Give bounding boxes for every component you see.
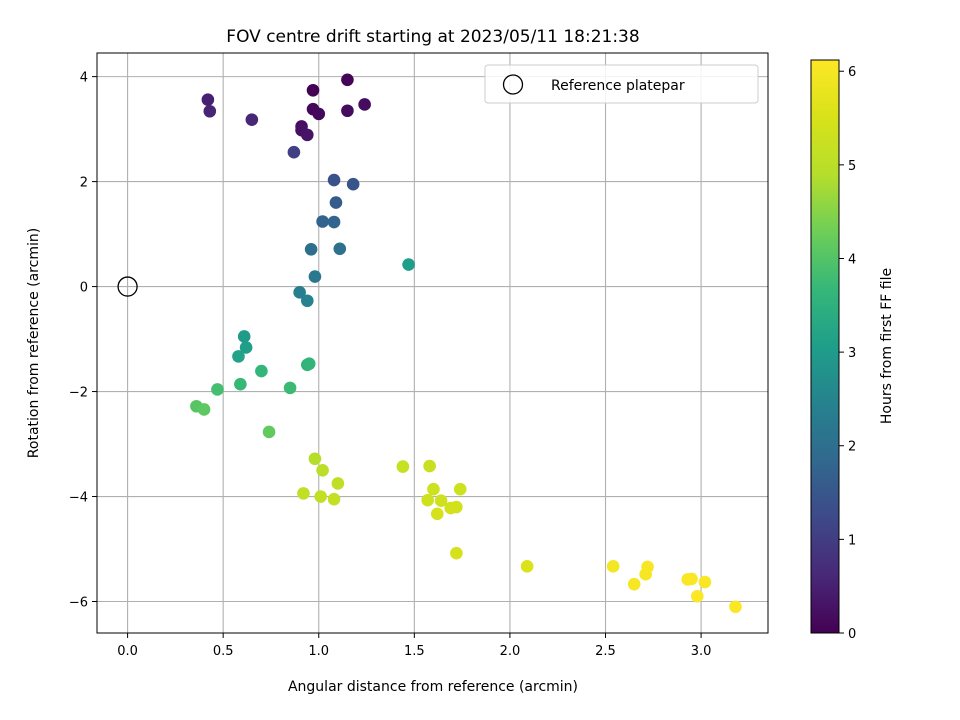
y-axis-ticks: −6 −4 −2 0 2 4 (69, 71, 97, 611)
colorbar-tick-label: 0 (848, 627, 856, 642)
data-point (421, 493, 435, 507)
reference-platepar-marker (117, 276, 138, 297)
data-point (423, 459, 436, 473)
data-point (520, 560, 534, 573)
data-point (237, 330, 251, 343)
data-point (402, 258, 415, 271)
x-tick-label: 3.0 (691, 644, 712, 659)
data-point (312, 107, 326, 121)
data-point (331, 477, 345, 490)
data-point (297, 487, 310, 500)
data-point (308, 452, 322, 466)
y-tick-label: −2 (69, 386, 88, 401)
y-tick-label: 0 (80, 281, 88, 296)
data-point (698, 575, 712, 589)
data-point (203, 104, 217, 118)
colorbar-tick-label: 6 (848, 65, 856, 80)
plot-frame (96, 52, 769, 634)
data-point (450, 500, 463, 514)
x-tick-label: 2.5 (595, 644, 616, 659)
data-point (606, 560, 620, 573)
x-tick-label: 1.0 (308, 644, 329, 659)
data-point (450, 546, 463, 560)
data-point (358, 98, 371, 111)
colorbar-gradient (810, 59, 840, 634)
colorbar-tick-label: 2 (848, 440, 856, 455)
data-point (690, 589, 704, 603)
legend-box (484, 64, 759, 104)
data-point (283, 381, 297, 395)
x-axis-label: Angular distance from reference (arcmin) (288, 679, 578, 695)
data-point (262, 425, 276, 439)
data-point (245, 113, 259, 126)
x-tick-label: 0.5 (213, 644, 234, 659)
data-point (232, 350, 245, 363)
x-tick-label: 2.0 (500, 644, 521, 659)
data-point (729, 600, 742, 614)
data-point (239, 341, 253, 354)
data-point (304, 243, 318, 256)
colorbar-tick-label: 5 (848, 159, 856, 174)
data-point (341, 104, 354, 118)
data-point (306, 83, 320, 97)
colorbar-label: Hours from first FF file (879, 268, 895, 424)
colorbar-tick-label: 4 (848, 252, 856, 267)
data-point (314, 490, 327, 503)
data-point (346, 177, 360, 191)
data-point (427, 482, 440, 496)
data-point (453, 482, 467, 496)
data-point (293, 286, 306, 299)
x-axis-ticks: 0.0 0.5 1.0 1.5 2.0 2.5 3.0 (117, 633, 711, 659)
data-point (627, 577, 641, 591)
data-point (430, 507, 444, 521)
y-axis-label: Rotation from reference (arcmin) (26, 228, 42, 458)
data-point (316, 215, 329, 228)
data-point (211, 383, 224, 396)
colorbar: 0 1 2 3 4 5 6 Hours from first FF file (810, 59, 895, 642)
data-points (190, 73, 742, 614)
data-point (641, 560, 654, 574)
data-point (302, 357, 316, 371)
data-point (434, 494, 448, 508)
data-point (329, 196, 343, 209)
data-point (300, 294, 314, 308)
y-tick-label: −6 (69, 596, 88, 611)
legend: Reference platepar (484, 64, 759, 104)
y-tick-label: 4 (80, 71, 88, 86)
data-point (333, 242, 347, 256)
y-tick-label: 2 (80, 176, 88, 191)
data-point (201, 93, 215, 107)
data-point (396, 460, 410, 473)
x-tick-label: 0.0 (117, 644, 138, 659)
data-point (255, 364, 268, 378)
data-point (685, 572, 698, 586)
legend-label: Reference platepar (551, 78, 685, 94)
data-point (197, 403, 211, 416)
data-point (327, 215, 341, 229)
colorbar-tick-label: 3 (848, 346, 856, 361)
data-point (234, 377, 247, 391)
x-tick-label: 1.5 (404, 644, 425, 659)
data-point (287, 145, 301, 159)
data-point (300, 128, 314, 142)
data-point (341, 73, 354, 87)
data-point (327, 173, 341, 187)
grid-lines (97, 53, 768, 633)
data-point (308, 270, 322, 283)
y-tick-label: −4 (69, 491, 88, 506)
data-point (316, 463, 329, 477)
reference-marker-group (117, 276, 138, 297)
colorbar-ticks: 0 1 2 3 4 5 6 (839, 65, 856, 642)
legend-reference-marker (502, 74, 524, 95)
data-point (327, 492, 341, 506)
chart-title: FOV centre drift starting at 2023/05/11 … (226, 27, 639, 47)
colorbar-tick-label: 1 (848, 533, 856, 548)
